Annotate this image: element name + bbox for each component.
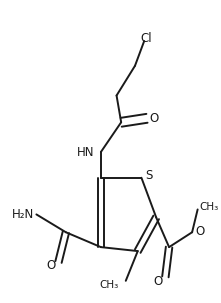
- Text: S: S: [145, 169, 152, 182]
- Text: HN: HN: [77, 146, 94, 159]
- Text: H₂N: H₂N: [12, 208, 34, 221]
- Text: CH₃: CH₃: [200, 202, 219, 212]
- Text: O: O: [195, 225, 204, 238]
- Text: O: O: [153, 275, 163, 288]
- Text: CH₃: CH₃: [99, 280, 118, 290]
- Text: O: O: [150, 112, 159, 125]
- Text: O: O: [46, 259, 56, 272]
- Text: Cl: Cl: [140, 32, 152, 45]
